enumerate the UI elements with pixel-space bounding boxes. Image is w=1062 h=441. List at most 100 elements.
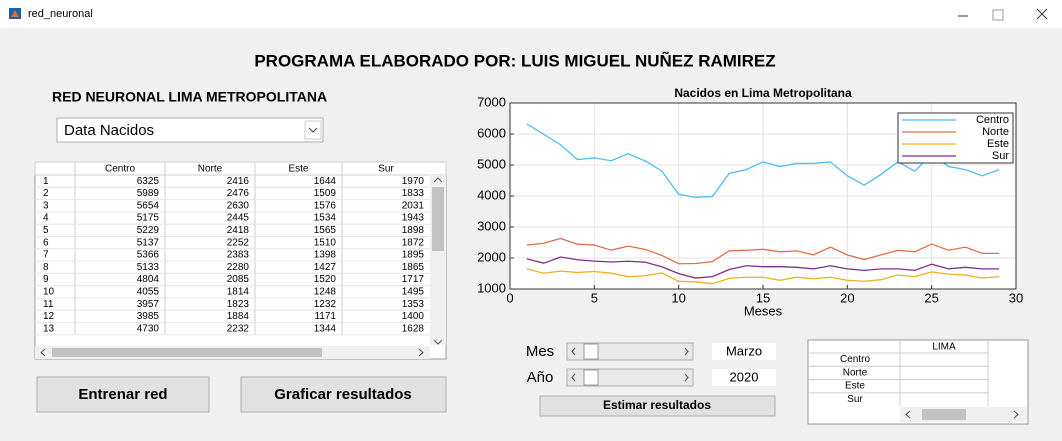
series-line bbox=[526, 237, 1000, 265]
cell: 1520 bbox=[314, 274, 337, 285]
scroll-thumb bbox=[922, 409, 966, 420]
cell: 1400 bbox=[402, 311, 425, 322]
cell: 1717 bbox=[402, 274, 425, 285]
cell: 1895 bbox=[402, 250, 425, 261]
cell: 2445 bbox=[227, 213, 250, 224]
row-header: Sur bbox=[847, 394, 863, 405]
cell: 1872 bbox=[402, 237, 425, 248]
cell: 1398 bbox=[314, 250, 337, 261]
row-number: 9 bbox=[43, 274, 49, 285]
row-number: 13 bbox=[43, 323, 55, 334]
cell: 1344 bbox=[314, 323, 337, 334]
cell: 5989 bbox=[137, 188, 160, 199]
row-number: 6 bbox=[43, 237, 49, 248]
cell: 1884 bbox=[227, 311, 250, 322]
button[interactable] bbox=[240, 376, 447, 413]
cell: 2280 bbox=[227, 262, 250, 273]
cell: 1534 bbox=[314, 213, 337, 224]
row-number: 5 bbox=[43, 225, 49, 236]
close-button[interactable] bbox=[1036, 8, 1048, 20]
cell: 5137 bbox=[137, 237, 160, 248]
legend-label: Este bbox=[987, 138, 1009, 150]
cell: 4804 bbox=[137, 274, 160, 285]
cell: 1565 bbox=[314, 225, 337, 236]
cell: 2418 bbox=[227, 225, 250, 236]
subtitle: RED NEURONAL LIMA METROPOLITANA bbox=[52, 89, 327, 105]
slider-thumb[interactable] bbox=[583, 369, 599, 386]
y-tick-label: 5000 bbox=[477, 156, 506, 171]
scroll-arrows bbox=[905, 410, 1019, 419]
header-row bbox=[34, 161, 447, 176]
cell: 1628 bbox=[402, 323, 425, 334]
x-tick-label: 10 bbox=[671, 290, 685, 305]
column-header: Norte bbox=[198, 164, 223, 175]
window-title: red_neuronal bbox=[28, 8, 93, 20]
series-line bbox=[526, 123, 1000, 198]
dropdown-text: Data Nacidos bbox=[64, 122, 154, 139]
series-line bbox=[526, 256, 1000, 279]
cell: 2476 bbox=[227, 188, 250, 199]
legend-label: Norte bbox=[982, 126, 1009, 138]
cell: 5366 bbox=[137, 250, 160, 261]
column-header: Centro bbox=[105, 164, 135, 175]
cell: 1823 bbox=[227, 299, 250, 310]
button[interactable] bbox=[36, 376, 210, 413]
cell: 1353 bbox=[402, 299, 425, 310]
cell: 1510 bbox=[314, 237, 337, 248]
button[interactable] bbox=[539, 395, 776, 417]
cell: 2416 bbox=[227, 176, 250, 187]
label: Mes bbox=[526, 343, 554, 360]
column-header: Este bbox=[288, 164, 308, 175]
button-label: Estimar resultados bbox=[603, 398, 711, 412]
dropdown[interactable] bbox=[56, 117, 324, 143]
month-value: Marzo bbox=[726, 343, 762, 358]
row-header: Centro bbox=[840, 354, 870, 365]
x-tick-label: 25 bbox=[924, 290, 938, 305]
row-number: 11 bbox=[43, 299, 54, 310]
legend-label: Sur bbox=[992, 150, 1009, 162]
cell: 1427 bbox=[314, 262, 337, 273]
cell: 1232 bbox=[314, 299, 337, 310]
dropdown-arrow bbox=[308, 127, 318, 133]
cell: 1833 bbox=[402, 188, 425, 199]
text-box bbox=[712, 343, 776, 360]
legend bbox=[897, 112, 1014, 164]
x-tick-label: 20 bbox=[840, 290, 854, 305]
row-number: 8 bbox=[43, 262, 49, 273]
cell: 3985 bbox=[137, 311, 160, 322]
y-tick-label: 7000 bbox=[477, 94, 506, 109]
cell: 2031 bbox=[402, 200, 425, 211]
cell: 1814 bbox=[227, 286, 250, 297]
row-number: 12 bbox=[43, 311, 55, 322]
column-header: Sur bbox=[378, 164, 394, 175]
column-header: LIMA bbox=[932, 342, 956, 353]
x-axis-label: Meses bbox=[744, 303, 783, 318]
button-label: Entrenar red bbox=[78, 386, 167, 403]
y-tick-label: 3000 bbox=[477, 218, 506, 233]
y-tick-label: 2000 bbox=[477, 249, 506, 264]
cell: 2232 bbox=[227, 323, 250, 334]
row-number: 3 bbox=[43, 200, 49, 211]
slider-thumb[interactable] bbox=[583, 343, 599, 360]
cell: 5175 bbox=[137, 213, 160, 224]
dropdown-arrow-box bbox=[304, 120, 322, 140]
cell: 2085 bbox=[227, 274, 250, 285]
cell: 1509 bbox=[314, 188, 337, 199]
cell: 1865 bbox=[402, 262, 425, 273]
cell: 5654 bbox=[137, 200, 160, 211]
y-tick-label: 6000 bbox=[477, 125, 506, 140]
scroll-arrows bbox=[40, 348, 424, 357]
row-number: 4 bbox=[43, 213, 49, 224]
app-icon-shape bbox=[11, 10, 19, 17]
cell: 5133 bbox=[137, 262, 160, 273]
cell: 2630 bbox=[227, 200, 250, 211]
title-bar bbox=[0, 0, 1062, 28]
series-line bbox=[526, 268, 1000, 285]
maximize-button[interactable] bbox=[992, 9, 1004, 21]
button-label: Graficar resultados bbox=[274, 386, 412, 403]
x-tick-label: 5 bbox=[591, 290, 598, 305]
row-header: Norte bbox=[843, 367, 868, 378]
row-number: 1 bbox=[43, 176, 49, 187]
y-tick-label: 1000 bbox=[477, 280, 506, 295]
